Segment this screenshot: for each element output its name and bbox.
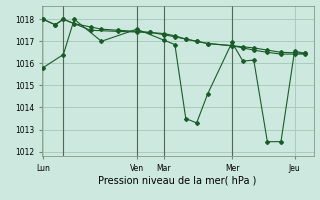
X-axis label: Pression niveau de la mer( hPa ): Pression niveau de la mer( hPa ) (99, 175, 257, 185)
